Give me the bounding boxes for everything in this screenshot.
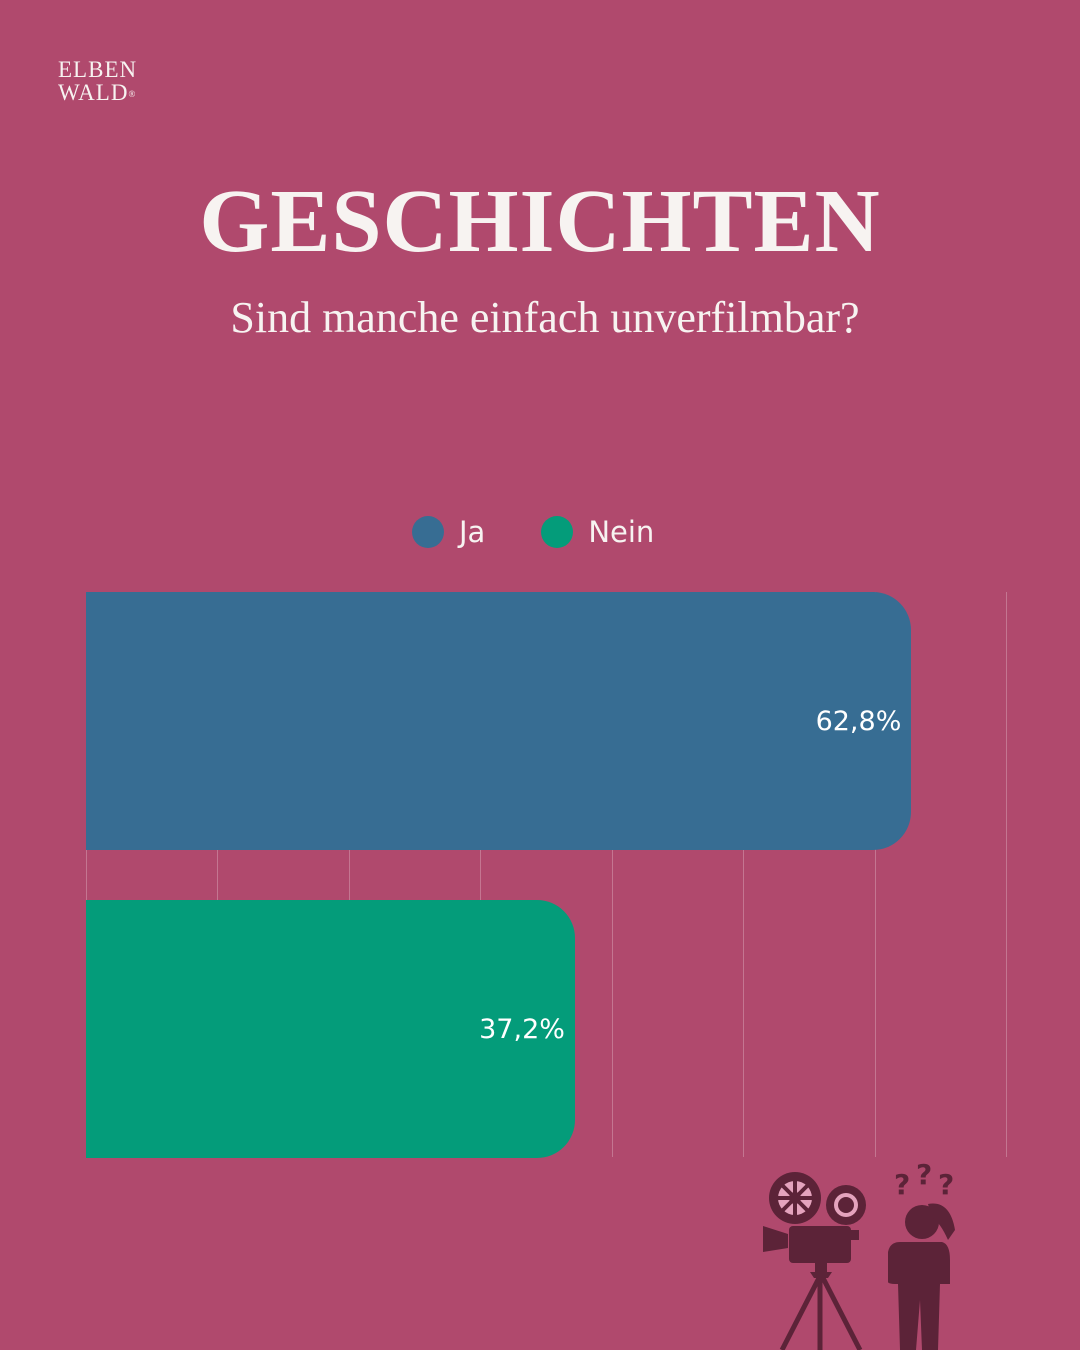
brand-line-1: ELBEN: [58, 57, 138, 82]
film-camera-and-confused-person-icon: ? ? ?: [763, 1160, 955, 1350]
legend-item-ja: Ja: [412, 515, 485, 549]
legend-label-ja: Ja: [459, 515, 486, 549]
svg-text:?: ?: [916, 1160, 932, 1191]
brand-logo: ELBEN WALD®: [58, 58, 137, 104]
gridline: [743, 592, 744, 1157]
gridline: [875, 592, 876, 1157]
page-subtitle: Sind manche einfach unverfilmbar?: [230, 293, 860, 342]
gridline: [86, 592, 87, 1157]
bar-value-label: 62,8%: [815, 705, 902, 737]
gridline: [217, 592, 218, 1157]
gridline: [1006, 592, 1007, 1157]
legend-dot-ja: [412, 516, 444, 548]
svg-text:?: ?: [938, 1168, 954, 1201]
gridline: [612, 592, 613, 1157]
bar-value-label: 37,2%: [479, 1013, 565, 1045]
person-head: [905, 1205, 939, 1239]
legend-dot-nein: [541, 516, 574, 548]
gridline: [480, 592, 481, 1157]
brand-line-2: WALD®: [58, 80, 137, 105]
gridline: [349, 592, 350, 1157]
page-title: GESCHICHTEN: [199, 172, 881, 271]
legend-label-nein: Nein: [588, 515, 655, 549]
chart-legend: Ja Nein: [412, 515, 710, 549]
bar-ja: 62,8%: [86, 592, 912, 850]
legend-item-nein: Nein: [541, 515, 654, 549]
bar-chart: 62,8% 37,2%: [86, 592, 1007, 1158]
svg-text:?: ?: [894, 1168, 910, 1201]
bar-nein: 37,2%: [86, 900, 575, 1158]
